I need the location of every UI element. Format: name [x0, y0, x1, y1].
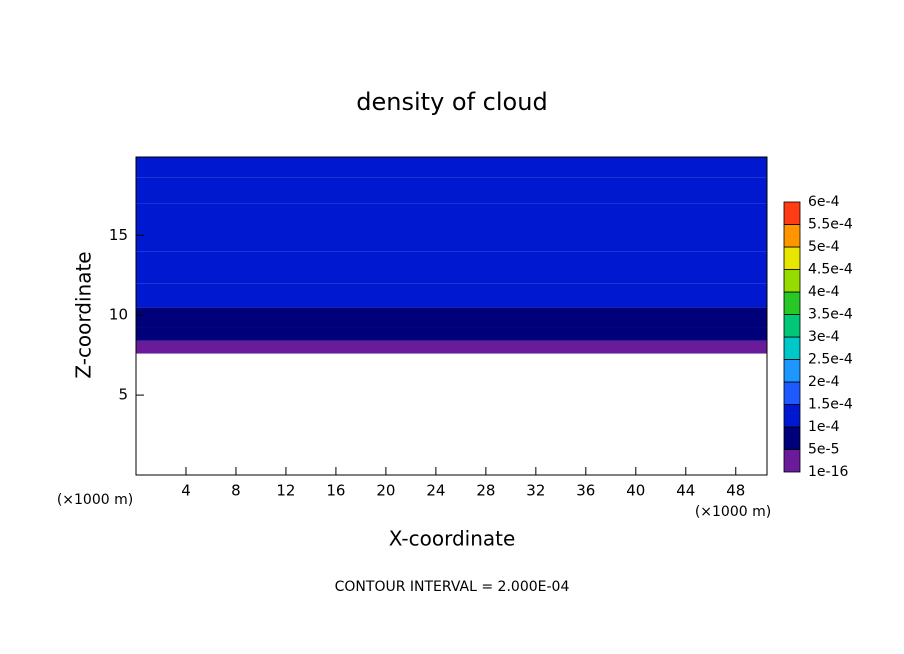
- colorbar-label: 3e-4: [808, 329, 840, 345]
- colorbar-box: [783, 404, 801, 428]
- colorbar-box: [783, 201, 801, 225]
- colorbar-label: 3.5e-4: [808, 307, 853, 323]
- colorbar-box: [783, 381, 801, 405]
- colorbar-label: 1.5e-4: [808, 397, 853, 413]
- x-tick-label: 32: [526, 482, 545, 500]
- x-axis-label: X-coordinate: [389, 527, 516, 551]
- annotation: CONTOUR INTERVAL = 2.000E-04: [335, 579, 570, 595]
- colorbar-label: 4e-4: [808, 284, 840, 300]
- x-tick-label: 16: [326, 482, 345, 500]
- colorbar-label: 5.5e-4: [808, 217, 853, 233]
- x-tick-label: 40: [626, 482, 645, 500]
- x-tick-label: 24: [426, 482, 445, 500]
- y-tick-label: 15: [109, 226, 128, 244]
- x-tick-label: 36: [576, 482, 595, 500]
- plot-frame: [135, 156, 768, 476]
- contour-band: [136, 307, 767, 328]
- colorbar-label: 1e-4: [808, 419, 840, 435]
- colorbar-box: [783, 314, 801, 338]
- contour-band: [136, 177, 767, 204]
- contour-band: [136, 157, 767, 178]
- chart-title: density of cloud: [356, 88, 547, 116]
- x-tick-label: 44: [676, 482, 695, 500]
- y-tick-label: 5: [118, 386, 128, 404]
- x-tick-label: 20: [376, 482, 395, 500]
- x-unit: (×1000 m): [695, 504, 771, 520]
- contour-band: [136, 340, 767, 354]
- x-tick-label: 8: [231, 482, 241, 500]
- colorbar-label: 4.5e-4: [808, 262, 853, 278]
- y-unit: (×1000 m): [57, 492, 133, 508]
- colorbar-box: [783, 291, 801, 315]
- colorbar-box: [783, 269, 801, 293]
- contour-band: [136, 251, 767, 284]
- colorbar-box: [783, 246, 801, 270]
- x-tick-label: 12: [276, 482, 295, 500]
- colorbar-box: [783, 224, 801, 248]
- y-tick-label: 10: [109, 306, 128, 324]
- colorbar-label: 2e-4: [808, 374, 840, 390]
- contour-band: [136, 283, 767, 308]
- colorbar-box: [783, 359, 801, 383]
- colorbar-label: 5e-4: [808, 239, 840, 255]
- colorbar-label: 5e-5: [808, 442, 839, 458]
- x-tick-label: 48: [726, 482, 745, 500]
- x-tick-label: 4: [181, 482, 191, 500]
- contour-band: [136, 203, 767, 252]
- contour-band: [136, 327, 767, 341]
- colorbar-label: 1e-16: [808, 464, 848, 480]
- colorbar-box: [783, 426, 801, 450]
- colorbar-box: [783, 449, 801, 473]
- colorbar-box: [783, 336, 801, 360]
- colorbar-label: 6e-4: [808, 194, 840, 210]
- x-tick-label: 28: [476, 482, 495, 500]
- y-axis-label: Z-coordinate: [72, 251, 96, 378]
- colorbar-label: 2.5e-4: [808, 352, 853, 368]
